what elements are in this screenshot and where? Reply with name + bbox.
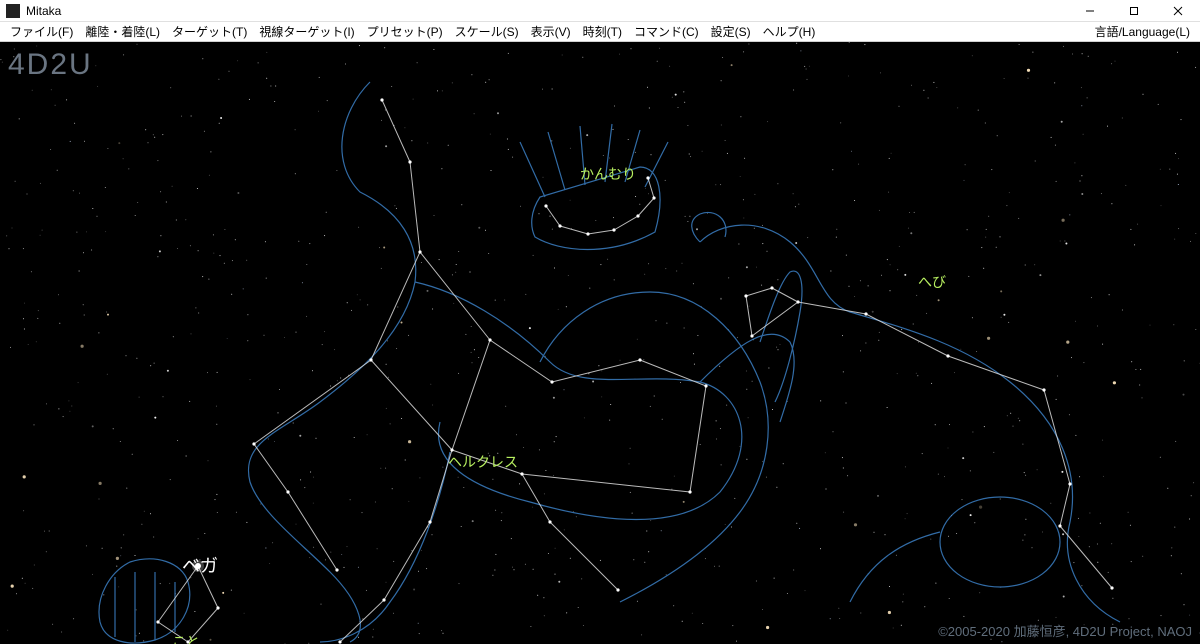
minimize-icon — [1085, 6, 1095, 16]
copyright-text: ©2005-2020 加藤恒彦, 4D2U Project, NAOJ — [938, 621, 1192, 640]
constellation-lines — [0, 42, 1200, 644]
window-title: Mitaka — [26, 4, 61, 18]
app-window: Mitaka ファイル(F) 離陸・着陸(L) ターゲット(T) 視線ターゲット… — [0, 0, 1200, 644]
menu-scale[interactable]: スケール(S) — [449, 23, 525, 40]
menu-command[interactable]: コマンド(C) — [628, 23, 705, 40]
minimize-button[interactable] — [1068, 0, 1112, 22]
menu-target[interactable]: ターゲット(T) — [166, 23, 253, 40]
menu-help[interactable]: ヘルプ(H) — [757, 23, 822, 40]
menu-landing[interactable]: 離陸・着陸(L) — [79, 23, 166, 40]
titlebar: Mitaka — [0, 0, 1200, 22]
menubar: ファイル(F) 離陸・着陸(L) ターゲット(T) 視線ターゲット(I) プリセ… — [0, 22, 1200, 42]
app-icon — [6, 4, 20, 18]
logo-4d2u: 4D2U — [8, 48, 93, 82]
menu-view-target[interactable]: 視線ターゲット(I) — [253, 23, 360, 40]
menu-file[interactable]: ファイル(F) — [4, 23, 79, 40]
close-icon — [1173, 6, 1183, 16]
maximize-icon — [1129, 6, 1139, 16]
menu-preset[interactable]: プリセット(P) — [361, 23, 449, 40]
menu-language[interactable]: 言語/Language(L) — [1089, 23, 1196, 40]
menu-time[interactable]: 時刻(T) — [577, 23, 628, 40]
close-button[interactable] — [1156, 0, 1200, 22]
menu-settings[interactable]: 設定(S) — [705, 23, 757, 40]
sky-viewport[interactable]: 4D2U ©2005-2020 加藤恒彦, 4D2U Project, NAOJ… — [0, 42, 1200, 644]
window-controls — [1068, 0, 1200, 22]
menu-display[interactable]: 表示(V) — [525, 23, 577, 40]
maximize-button[interactable] — [1112, 0, 1156, 22]
